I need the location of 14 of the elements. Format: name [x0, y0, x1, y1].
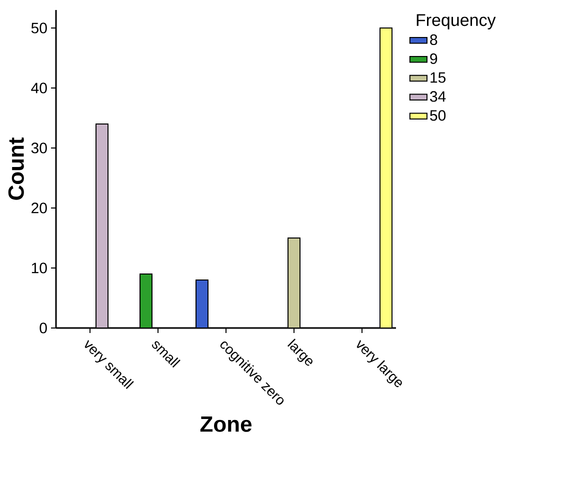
legend-label: 9 — [430, 53, 438, 64]
legend-label: 8 — [430, 34, 438, 46]
y-tick-label: 20 — [32, 202, 47, 214]
y-axis-title: Count — [8, 137, 24, 200]
legend-label: 15 — [430, 72, 446, 83]
x-axis-title: Zone — [200, 416, 252, 432]
y-tick-label: 40 — [31, 82, 47, 94]
y-tick-label: 50 — [31, 22, 47, 34]
y-tick-label: 10 — [32, 262, 47, 274]
legend-label: 34 — [430, 91, 446, 102]
y-tick-label: 0 — [40, 322, 47, 334]
legend-label: 50 — [430, 110, 446, 121]
y-tick-label: 30 — [31, 142, 47, 154]
legend-title: Frequency — [416, 14, 496, 30]
